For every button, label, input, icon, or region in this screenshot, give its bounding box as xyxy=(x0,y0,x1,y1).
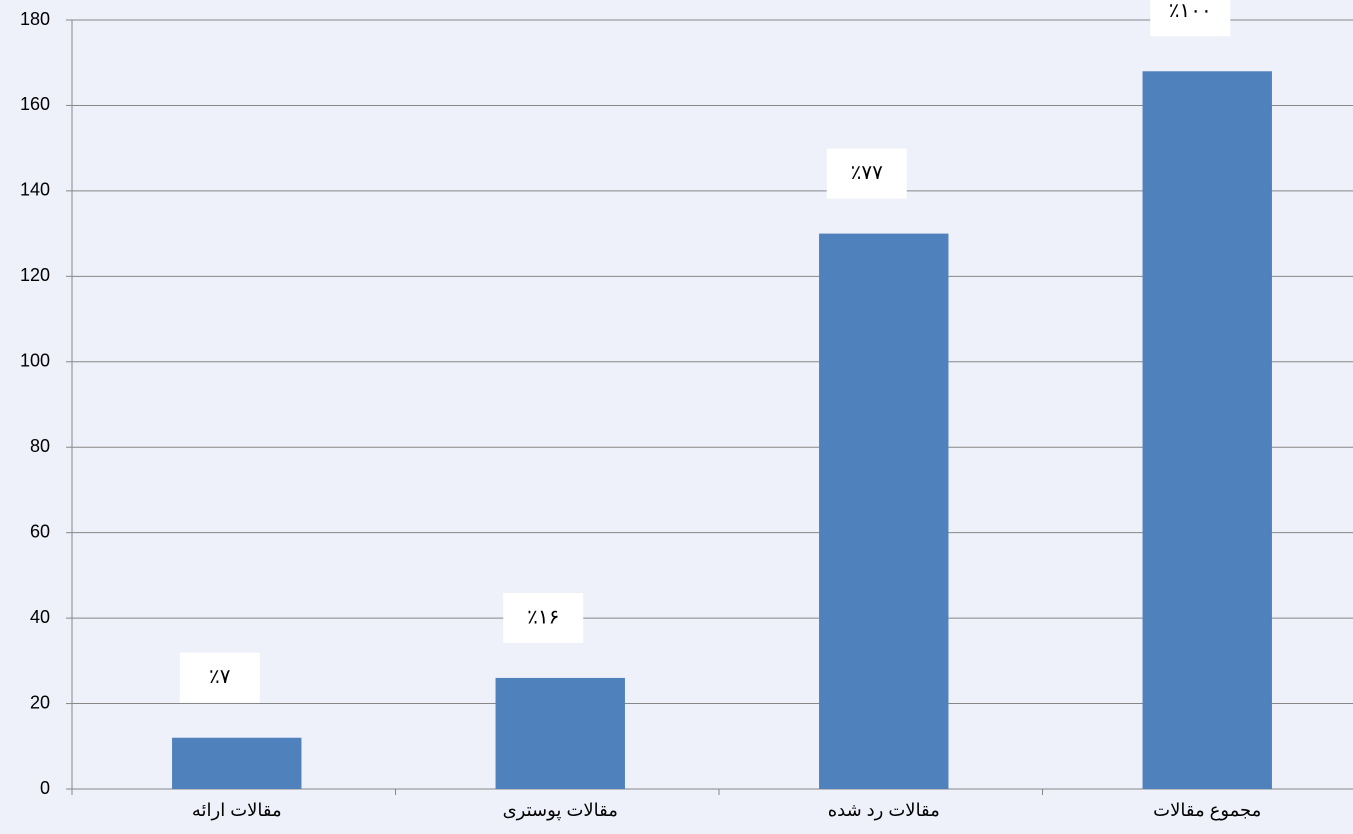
y-tick-label: 120 xyxy=(20,265,50,285)
bar xyxy=(1142,71,1272,790)
percent-label: ٪۱۰۰ xyxy=(1169,0,1212,22)
label-box xyxy=(826,148,907,199)
y-tick-label: 60 xyxy=(30,521,50,541)
x-tick-label: مقالات رد شده xyxy=(828,800,940,820)
x-tick-label: مجموع مقالات xyxy=(1153,800,1261,821)
y-tick-label: 140 xyxy=(20,180,50,200)
label-box xyxy=(179,652,260,703)
y-tick-label: 80 xyxy=(30,436,50,456)
percent-label: ٪۱۶ xyxy=(527,604,559,628)
percent-label: ٪۷۷ xyxy=(851,160,883,184)
bar xyxy=(819,233,949,790)
y-tick-label: 160 xyxy=(20,94,50,114)
y-tick-label: 180 xyxy=(20,9,50,29)
bar xyxy=(495,677,625,789)
label-box xyxy=(503,592,584,643)
y-tick-label: 40 xyxy=(30,607,50,627)
label-box xyxy=(1150,0,1231,37)
bar xyxy=(172,737,302,789)
x-tick-label: مقالات پوستری xyxy=(503,800,618,821)
y-tick-label: 20 xyxy=(30,692,50,712)
x-tick-label: مقالات ارائه xyxy=(192,800,282,820)
y-tick-label: 100 xyxy=(20,351,50,371)
percent-label: ٪۷ xyxy=(209,664,231,688)
y-tick-label: 0 xyxy=(40,778,50,798)
